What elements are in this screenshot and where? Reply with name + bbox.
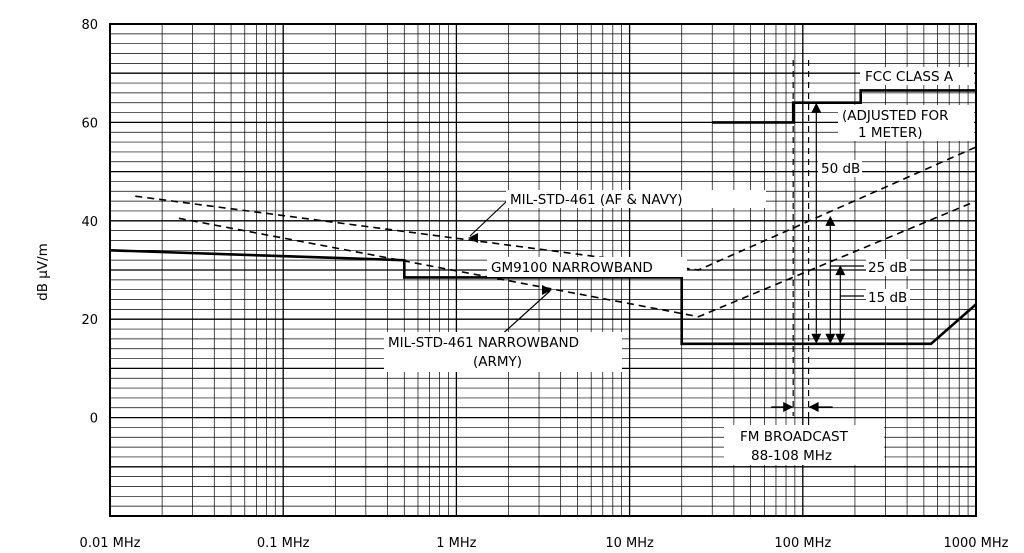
- axis-ticks: 0.01 MHz 0.1 MHz 1 MHz 10 MHz 100 MHz 1000 MH…: [80, 18, 1009, 551]
- series-layer: [109, 89, 977, 346]
- fm-arrow-left: [783, 402, 794, 412]
- x-tick-label: 10 MHz: [605, 536, 654, 551]
- y-tick-label: 80: [81, 18, 98, 33]
- fcc-adj-label-bg: [838, 105, 974, 141]
- mil-army-leader: [497, 290, 551, 339]
- fm-label-bg: [724, 425, 884, 465]
- fm-broadcast-label: FM BROADCAST: [740, 429, 849, 445]
- y-tick-label: 20: [81, 313, 98, 328]
- annotation-lines: [468, 60, 864, 425]
- mil-af-arrow: [468, 233, 478, 243]
- mil-army-arrow: [542, 285, 552, 295]
- margin-15db-arrow-bottom: [835, 333, 846, 344]
- fm-arrow-right: [808, 402, 819, 412]
- y-tick-label: 40: [81, 215, 98, 230]
- y-axis-label: dB μV/m: [35, 243, 51, 301]
- db15-label-bg: [866, 289, 910, 306]
- mil-std-narrowband-label: MIL-STD-461 NARROWBAND: [388, 335, 579, 351]
- margin-50db-arrow-top: [811, 102, 822, 113]
- db50-label-bg: [818, 160, 862, 177]
- gm9100-label-bg: [487, 257, 687, 277]
- margin-50db-arrow-bottom: [811, 333, 822, 344]
- margin-25db-arrow-bottom: [825, 333, 836, 344]
- margin-25db-label: 25 dB: [868, 260, 907, 276]
- mil-af-label-bg: [506, 190, 766, 208]
- plot-frame: [109, 23, 977, 517]
- mil-af-leader: [469, 199, 509, 237]
- y-tick-label: 0: [90, 412, 98, 427]
- x-tick-label: 0.01 MHz: [80, 536, 141, 551]
- fm-range-label: 88-108 MHz: [751, 448, 832, 464]
- mil-std-af-navy-label: MIL-STD-461 (AF & NAVY): [510, 192, 683, 208]
- series-fcc-class-a: [712, 89, 976, 124]
- x-tick-label: 1000 MHz: [943, 536, 1008, 551]
- fcc-label-bg: [860, 67, 974, 85]
- mil-army-label-bg: [384, 332, 622, 372]
- fcc-class-a-label: FCC CLASS A: [865, 69, 954, 85]
- army-label: (ARMY): [473, 354, 522, 370]
- x-tick-label: 100 MHz: [774, 536, 831, 551]
- margin-15db-label: 15 dB: [868, 290, 907, 306]
- series-mil-std-461-af-navy: [135, 146, 977, 271]
- gm9100-narrowband-label: GM9100 NARROWBAND: [491, 260, 653, 276]
- x-tick-label: 0.1 MHz: [257, 536, 310, 551]
- y-tick-label: 60: [81, 116, 98, 131]
- x-tick-label: 1 MHz: [436, 536, 476, 551]
- series-mil-std-461-narrowband: [178, 200, 977, 318]
- margin-15db-arrow-top: [835, 265, 846, 276]
- margin-25db-arrow-top: [825, 215, 836, 226]
- db25-label-bg: [866, 259, 910, 276]
- fcc-adjusted-label: (ADJUSTED FOR: [842, 108, 949, 124]
- margin-50db-label: 50 dB: [821, 161, 860, 177]
- fcc-1meter-label: 1 METER): [858, 125, 922, 141]
